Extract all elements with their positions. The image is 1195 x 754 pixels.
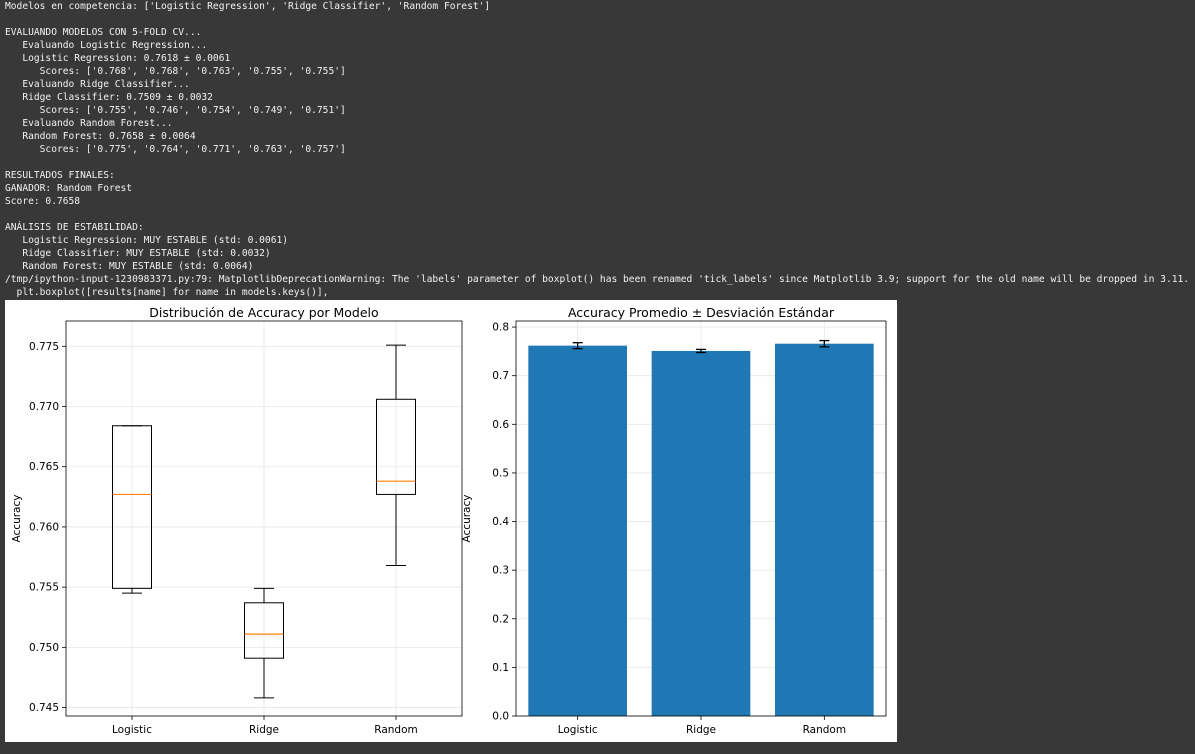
axes-frame: [65, 320, 463, 717]
box: [376, 398, 416, 495]
console-line: [5, 208, 1189, 221]
console-line: Random Forest: 0.7658 ± 0.0064: [5, 131, 196, 142]
x-tick-label: Ridge: [249, 724, 279, 736]
x-tick-label: Logistic: [558, 724, 598, 736]
y-tick-label: 0.8: [492, 322, 509, 334]
bar: [775, 343, 874, 716]
y-tick-label: 0.745: [29, 702, 59, 714]
matplotlib-figure: 0.745 0.750 0.755 0.760 0.765 0.770 0.775 Logis…: [5, 300, 897, 742]
y-tick-label: 0.4: [492, 516, 509, 528]
chart-title: Distribución de Accuracy por Modelo: [149, 305, 378, 320]
y-tick-label: 0.1: [492, 662, 509, 674]
y-axis-label: Accuracy: [11, 495, 23, 543]
figure-canvas: 0.745 0.750 0.755 0.760 0.765 0.770 0.775 Logis…: [11, 305, 887, 736]
console-line: ANÁLISIS DE ESTABILIDAD:: [5, 222, 144, 233]
console-line: EVALUANDO MODELOS CON 5-FOLD CV...: [5, 27, 202, 38]
bar: [651, 350, 751, 716]
console-line: [5, 156, 1189, 169]
console-line: Scores: ['0.755', '0.746', '0.754', '0.7…: [5, 105, 346, 116]
y-tick-label: 0.760: [29, 521, 59, 533]
y-tick-label: 0.775: [29, 341, 59, 353]
x-tick-label: Ridge: [686, 724, 716, 736]
y-tick-label: 0.755: [29, 582, 59, 594]
y-axis-label: Accuracy: [461, 495, 473, 543]
y-tick-label: 0.3: [492, 565, 509, 577]
box: [112, 425, 152, 589]
console-line: Ridge Classifier: 0.7509 ± 0.0032: [5, 92, 213, 103]
console-line: Logistic Regression: MUY ESTABLE (std: 0…: [5, 235, 289, 246]
y-tick-label: 0.6: [492, 419, 509, 431]
bar: [528, 345, 627, 716]
box: [244, 602, 284, 659]
x-tick-label: Logistic: [112, 724, 152, 736]
chart-title: Accuracy Promedio ± Desviación Estándar: [568, 305, 835, 320]
console-line: Evaluando Ridge Classifier...: [5, 79, 190, 90]
console-line: Evaluando Random Forest...: [5, 118, 173, 129]
console-line: Ridge Classifier: MUY ESTABLE (std: 0.00…: [5, 248, 271, 259]
output-console: Modelos en competencia: ['Logistic Regre…: [5, 0, 1189, 299]
console-line: GANADOR: Random Forest: [5, 183, 133, 194]
x-tick-label: Random: [803, 724, 846, 736]
console-line: Evaluando Logistic Regression...: [5, 40, 208, 51]
y-tick-label: 0.750: [29, 642, 59, 654]
console-line: Scores: ['0.775', '0.764', '0.771', '0.7…: [5, 144, 346, 155]
console-line: /tmp/ipython-input-1230983371.py:79: Mat…: [5, 274, 1190, 285]
y-tick-label: 0.765: [29, 461, 59, 473]
y-tick-label: 0.5: [492, 467, 509, 479]
console-line: plt.boxplot([results[name] for name in m…: [5, 287, 329, 298]
y-tick-label: 0.0: [492, 711, 509, 723]
console-line: Scores: ['0.768', '0.768', '0.763', '0.7…: [5, 66, 346, 77]
y-tick-label: 0.770: [29, 401, 59, 413]
console-line: [5, 13, 1189, 26]
console-line: RESULTADOS FINALES:: [5, 170, 115, 181]
console-line: Modelos en competencia: ['Logistic Regre…: [5, 1, 491, 12]
y-tick-label: 0.7: [492, 370, 509, 382]
console-line: Logistic Regression: 0.7618 ± 0.0061: [5, 53, 231, 64]
console-line: Score: 0.7658: [5, 196, 81, 207]
axes-frame: [515, 320, 887, 717]
y-tick-label: 0.2: [492, 613, 509, 625]
console-line: Random Forest: MUY ESTABLE (std: 0.0064): [5, 261, 254, 272]
x-tick-label: Random: [374, 724, 417, 736]
